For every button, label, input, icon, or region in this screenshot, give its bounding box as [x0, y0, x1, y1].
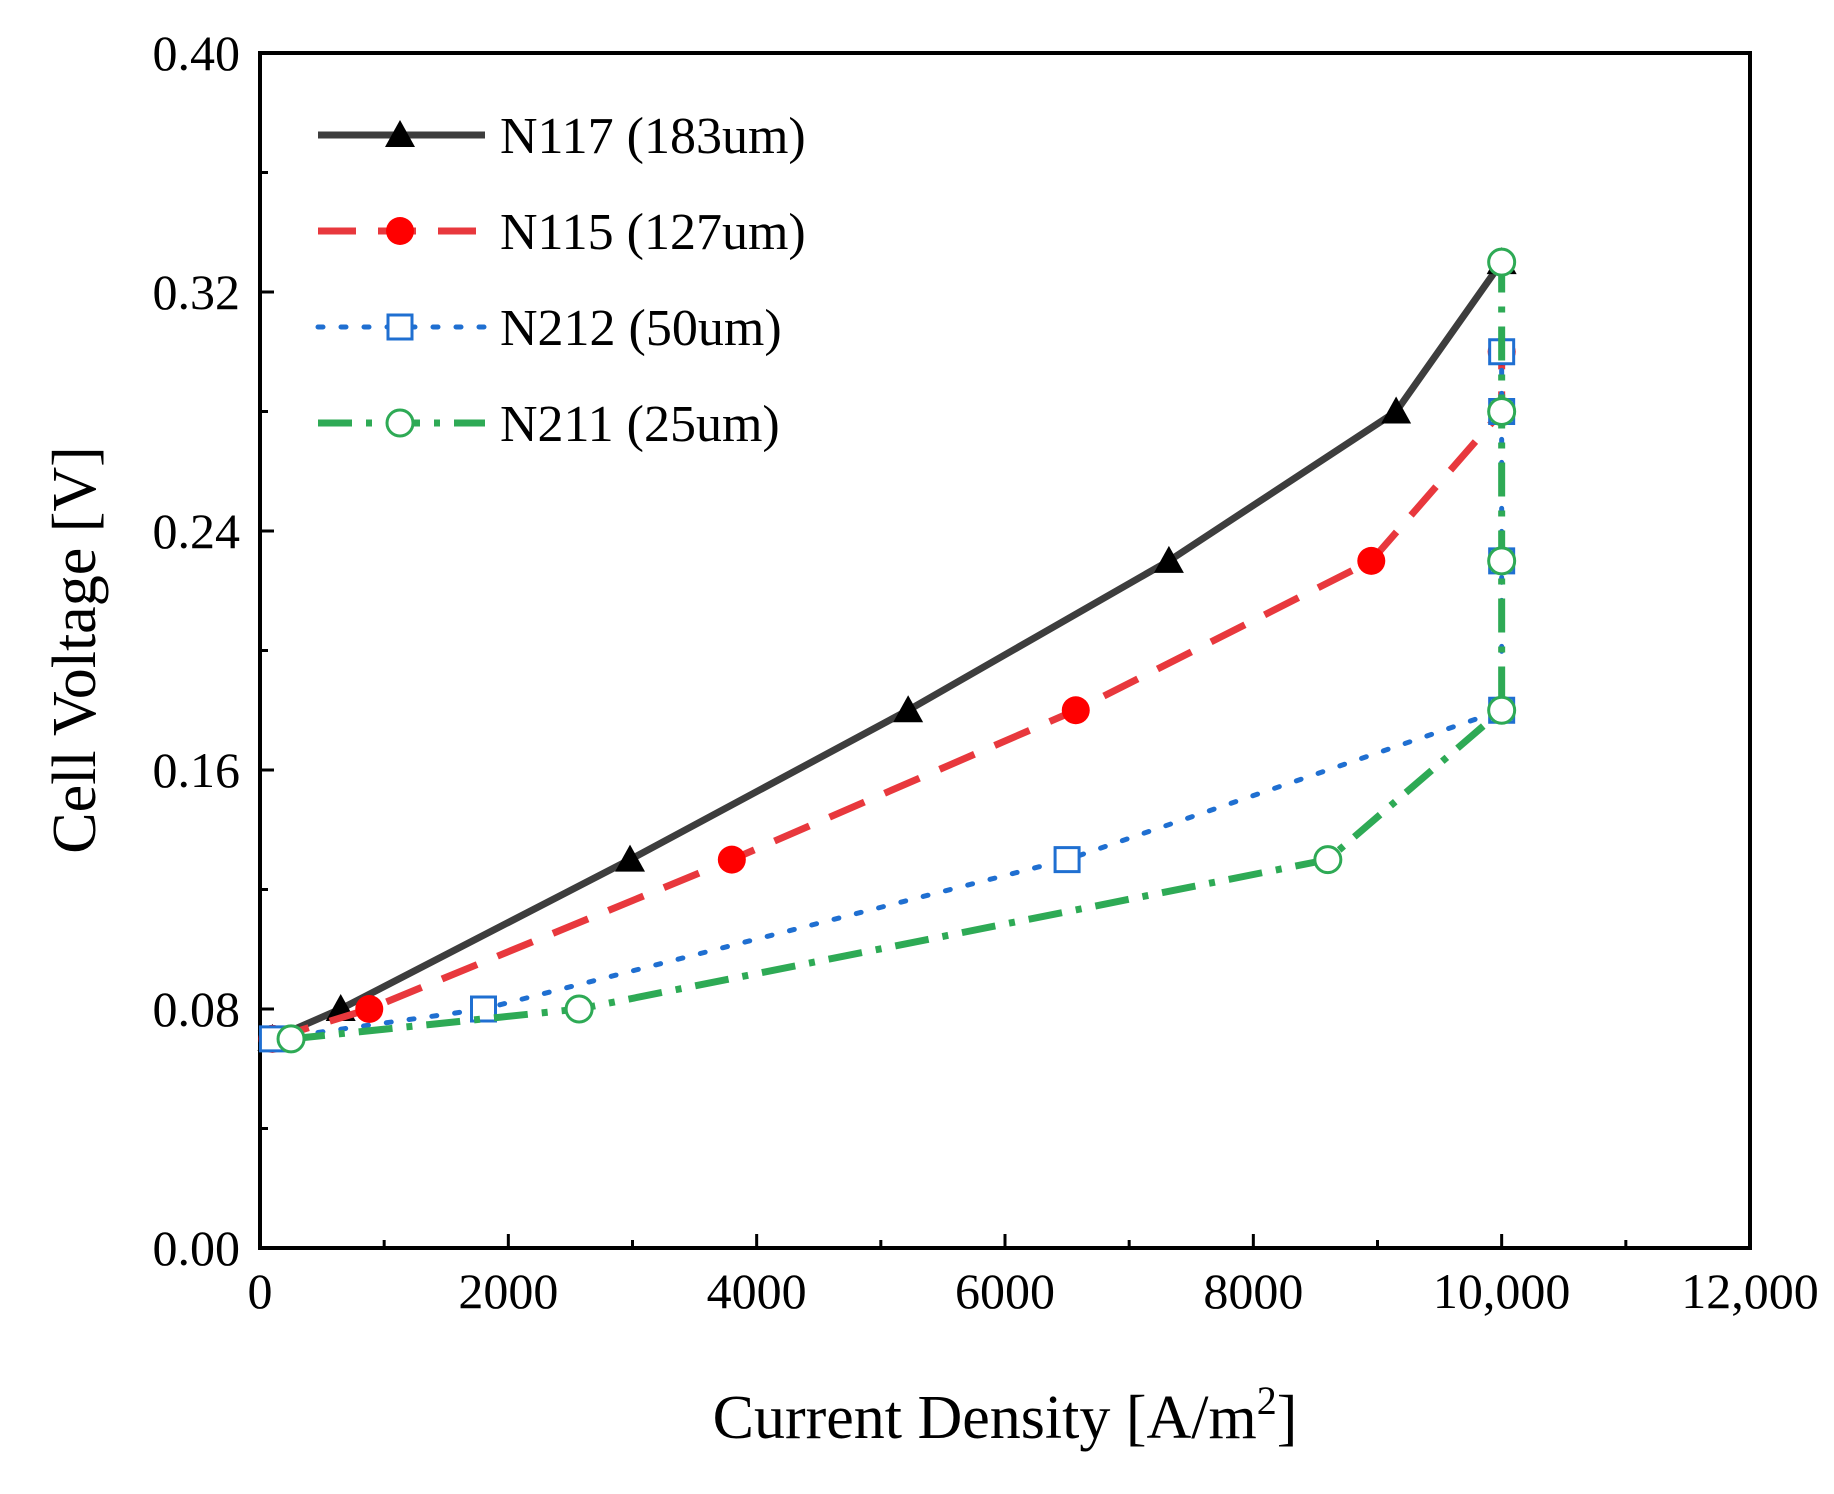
legend-item: N117 (183um)	[318, 108, 806, 165]
series-line	[269, 349, 1505, 1042]
axis-ticks: 0 2000 4000 6000 8000 10,000 12,000 0.00 0.08 0.1…	[153, 25, 1819, 1319]
x-axis-title-suffix: ]	[1277, 1384, 1298, 1452]
y-tick-label: 0.24	[153, 503, 241, 559]
series-n211	[276, 247, 1517, 1054]
legend-label: N211 (25um)	[500, 396, 780, 453]
legend-item: N115 (127um)	[318, 204, 806, 261]
x-axis-title-superscript: 2	[1257, 1378, 1277, 1423]
y-axis-title: Cell Voltage [V]	[41, 446, 109, 854]
data-point-marker	[386, 217, 414, 245]
legend-label: N117 (183um)	[500, 108, 806, 165]
data-point-marker	[386, 313, 414, 341]
data-point-marker	[1487, 397, 1517, 426]
series-line	[290, 262, 1506, 1043]
data-point-marker	[1487, 247, 1517, 277]
y-tick-label: 0.00	[153, 1220, 241, 1276]
data-point-marker	[276, 1024, 306, 1054]
data-point-marker	[1487, 695, 1517, 725]
data-point-marker	[385, 408, 415, 438]
series-line	[271, 351, 1506, 1043]
data-point-marker	[893, 695, 924, 723]
series-n117	[257, 247, 1517, 1051]
data-point-marker	[564, 994, 594, 1024]
series-line	[271, 260, 1505, 1043]
series-n115	[258, 337, 1516, 1053]
x-tick-label: 0	[248, 1263, 273, 1319]
legend: N117 (183um) N115 (127um) N212 (50um) N211 …	[315, 108, 806, 453]
x-axis-title-main: Current Density [A/m	[713, 1384, 1257, 1452]
y-tick-label: 0.08	[153, 981, 241, 1037]
y-tick-label: 0.40	[153, 25, 241, 81]
data-point-marker	[1061, 696, 1090, 725]
x-tick-label: 6000	[955, 1263, 1055, 1319]
data-point-marker	[1357, 546, 1386, 575]
legend-item: N211 (25um)	[318, 396, 780, 453]
data-point-marker	[1487, 546, 1517, 576]
x-axis-title: Current Density [A/m2]	[713, 1378, 1298, 1452]
legend-item: N212 (50um)	[315, 300, 782, 357]
data-point-marker	[717, 845, 746, 874]
data-point-marker	[355, 995, 384, 1023]
x-tick-label: 12,000	[1681, 1263, 1819, 1319]
data-point-marker	[1381, 396, 1412, 424]
x-tick-label: 8000	[1203, 1263, 1303, 1319]
y-tick-label: 0.32	[153, 264, 241, 320]
data-point-marker	[1313, 845, 1343, 875]
plot-frame	[258, 51, 1752, 1250]
data-point-marker	[385, 120, 415, 147]
x-tick-label: 10,000	[1433, 1263, 1571, 1319]
x-tick-label: 2000	[458, 1263, 558, 1319]
data-point-marker	[1153, 545, 1184, 573]
legend-label: N212 (50um)	[500, 300, 782, 357]
x-tick-label: 4000	[707, 1263, 807, 1319]
y-tick-label: 0.16	[153, 742, 241, 798]
legend-label: N115 (127um)	[500, 204, 806, 261]
data-point-marker	[615, 844, 646, 872]
data-point-marker	[1053, 846, 1081, 874]
series-layer	[257, 247, 1517, 1054]
series-n212	[258, 338, 1516, 1053]
